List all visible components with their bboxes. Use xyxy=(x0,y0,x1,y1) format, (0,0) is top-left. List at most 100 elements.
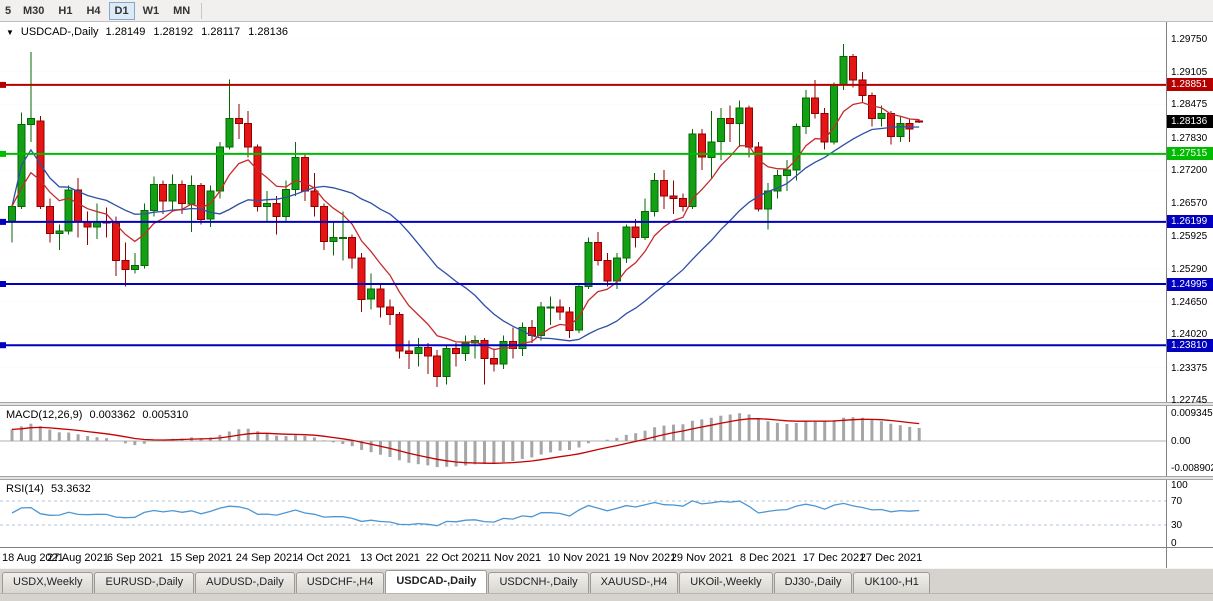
toolbar-separator xyxy=(201,2,203,19)
rsi-plot[interactable] xyxy=(0,480,1166,547)
chart-window: 1.29750 1.29105 1.28475 1.27830 1.27200 1.265… xyxy=(0,22,1213,549)
tab-ukoil-weekly[interactable]: UKOil-,Weekly xyxy=(679,572,773,593)
tab-label: EURUSD-,Daily xyxy=(105,576,184,588)
macd-panel: 0.009345 0.00 -0.008902 MACD(12,26,9) 0.00… xyxy=(0,406,1213,476)
tab-usdcnh-daily[interactable]: USDCNH-,Daily xyxy=(488,572,589,593)
chevron-down-icon[interactable]: ▼ xyxy=(6,27,14,37)
hline-price-badge: 1.26199 xyxy=(1167,215,1213,228)
tab-label: USDCAD-,Daily xyxy=(396,575,477,587)
tab-label: XAUUSD-,H4 xyxy=(600,576,668,588)
tab-label: DJ30-,Daily xyxy=(784,576,842,588)
date-axis-label: 27 Aug 2021 xyxy=(47,552,109,564)
rsi-axis-label: 100 xyxy=(1171,480,1188,491)
price-panel: 1.29750 1.29105 1.28475 1.27830 1.27200 1.265… xyxy=(0,22,1213,406)
rsi-value: 53.3632 xyxy=(50,483,91,495)
tab-audusd-daily[interactable]: AUDUSD-,Daily xyxy=(195,572,295,593)
price-axis-label: 1.25925 xyxy=(1171,231,1208,242)
tab-eurusd-daily[interactable]: EURUSD-,Daily xyxy=(94,572,195,593)
price-axis-label: 1.27830 xyxy=(1171,133,1208,144)
timeframe-toolbar: 5 M30 H1 H4 D1 W1 MN xyxy=(0,0,1213,22)
tab-uk100-h1[interactable]: UK100-,H1 xyxy=(853,572,930,593)
price-axis-label: 1.25290 xyxy=(1171,264,1208,275)
panel-splitter-macd[interactable] xyxy=(0,402,1213,406)
hline-price-badge: 1.24995 xyxy=(1167,278,1213,291)
date-axis-label: 18 Aug 2021 xyxy=(2,552,64,564)
macd-axis-label: 0.00 xyxy=(1171,436,1191,447)
price-axis-label: 1.27200 xyxy=(1171,165,1208,176)
macd-axis-label: -0.008902 xyxy=(1171,463,1213,474)
chart-ohlc-values: 1.28149 1.28192 1.28117 1.28136 xyxy=(105,26,288,38)
price-axis-label: 1.22745 xyxy=(1171,395,1208,406)
chart-tabs: USDX,Weekly EURUSD-,Daily AUDUSD-,Daily … xyxy=(0,568,1213,593)
timeframe-w1-button[interactable]: W1 xyxy=(137,2,166,20)
tab-label: USDCHF-,H4 xyxy=(306,576,374,588)
date-axis-label: 15 Sep 2021 xyxy=(169,552,233,564)
date-axis-label: 29 Nov 2021 xyxy=(670,552,734,564)
tab-xauusd-h4[interactable]: XAUUSD-,H4 xyxy=(589,572,679,593)
hline-price-badge: 1.23810 xyxy=(1167,339,1213,352)
date-axis-label: 22 Oct 2021 xyxy=(426,552,486,564)
price-axis-label: 1.28475 xyxy=(1171,99,1208,110)
price-axis-label: 1.24020 xyxy=(1171,329,1208,340)
macd-name: MACD(12,26,9) xyxy=(6,409,83,421)
date-axis-label: 17 Dec 2021 xyxy=(802,552,866,564)
timeframe-h1-button[interactable]: H1 xyxy=(52,2,78,20)
macd-label: MACD(12,26,9) 0.003362 0.005310 xyxy=(6,409,188,421)
date-axis-label: 4 Oct 2021 xyxy=(297,552,351,564)
rsi-panel: 100 70 30 0 RSI(14) 53.3632 xyxy=(0,480,1213,549)
price-axis-label: 1.23375 xyxy=(1171,363,1208,374)
rsi-axis: 100 70 30 0 xyxy=(1166,480,1213,549)
tab-label: AUDUSD-,Daily xyxy=(206,576,284,588)
price-axis-label: 1.29105 xyxy=(1171,67,1208,78)
price-chart-plot[interactable] xyxy=(0,22,1166,402)
macd-axis-label: 0.009345 xyxy=(1171,408,1213,419)
time-axis[interactable]: 18 Aug 2021 27 Aug 2021 6 Sep 2021 15 Sep 2… xyxy=(0,547,1213,568)
macd-svg xyxy=(0,413,1166,468)
price-axis: 1.29750 1.29105 1.28475 1.27830 1.27200 1.265… xyxy=(1166,22,1213,406)
date-axis-label: 1 Nov 2021 xyxy=(484,552,542,564)
tab-label: UK100-,H1 xyxy=(864,576,919,588)
axis-corner xyxy=(1166,548,1213,568)
macd-plot[interactable] xyxy=(0,406,1166,476)
tab-label: USDCNH-,Daily xyxy=(499,576,578,588)
date-axis-label: 10 Nov 2021 xyxy=(547,552,611,564)
date-axis-label: 24 Sep 2021 xyxy=(235,552,299,564)
date-axis-label: 19 Nov 2021 xyxy=(613,552,677,564)
rsi-axis-label: 0 xyxy=(1171,538,1177,549)
price-chart-svg xyxy=(0,38,1166,401)
date-axis-label: 6 Sep 2021 xyxy=(106,552,164,564)
price-axis-label: 1.24650 xyxy=(1171,297,1208,308)
current-price-badge: 1.28136 xyxy=(1167,115,1213,128)
timeframe-d1-button[interactable]: D1 xyxy=(108,1,135,20)
tab-label: UKOil-,Weekly xyxy=(690,576,762,588)
tab-dj30-daily[interactable]: DJ30-,Daily xyxy=(773,572,853,593)
rsi-svg xyxy=(0,500,1166,527)
chart-symbol-label: USDCAD-,Daily xyxy=(20,26,99,38)
price-axis-label: 1.29750 xyxy=(1171,34,1208,45)
hline-price-badge: 1.27515 xyxy=(1167,147,1213,160)
macd-values: 0.003362 0.005310 xyxy=(89,409,189,421)
tab-usdx-weekly[interactable]: USDX,Weekly xyxy=(2,572,94,593)
tab-usdchf-h4[interactable]: USDCHF-,H4 xyxy=(295,572,385,593)
rsi-name: RSI(14) xyxy=(6,483,44,495)
date-axis-label: 27 Dec 2021 xyxy=(859,552,923,564)
hline-price-badge: 1.28851 xyxy=(1167,78,1213,91)
tab-label: USDX,Weekly xyxy=(13,576,83,588)
chart-title: ▼ USDCAD-,Daily 1.28149 1.28192 1.28117 … xyxy=(6,26,288,38)
price-axis-label: 1.26570 xyxy=(1171,198,1208,209)
timeframe-h4-button[interactable]: H4 xyxy=(80,2,106,20)
timeframe-m30-button[interactable]: M30 xyxy=(17,2,50,20)
rsi-axis-label: 30 xyxy=(1171,520,1183,531)
tab-usdcad-daily[interactable]: USDCAD-,Daily xyxy=(385,570,488,593)
macd-axis: 0.009345 0.00 -0.008902 xyxy=(1166,406,1213,476)
date-axis-label: 13 Oct 2021 xyxy=(360,552,420,564)
date-axis-label: 8 Dec 2021 xyxy=(739,552,797,564)
timeframe-mn-button[interactable]: MN xyxy=(167,2,196,20)
rsi-label: RSI(14) 53.3632 xyxy=(6,483,91,495)
window-bottom-strip xyxy=(0,593,1213,601)
candles xyxy=(8,44,924,387)
panel-splitter-rsi[interactable] xyxy=(0,476,1213,480)
timeframe-m5-button[interactable]: 5 xyxy=(1,2,15,20)
rsi-axis-label: 70 xyxy=(1171,496,1183,507)
